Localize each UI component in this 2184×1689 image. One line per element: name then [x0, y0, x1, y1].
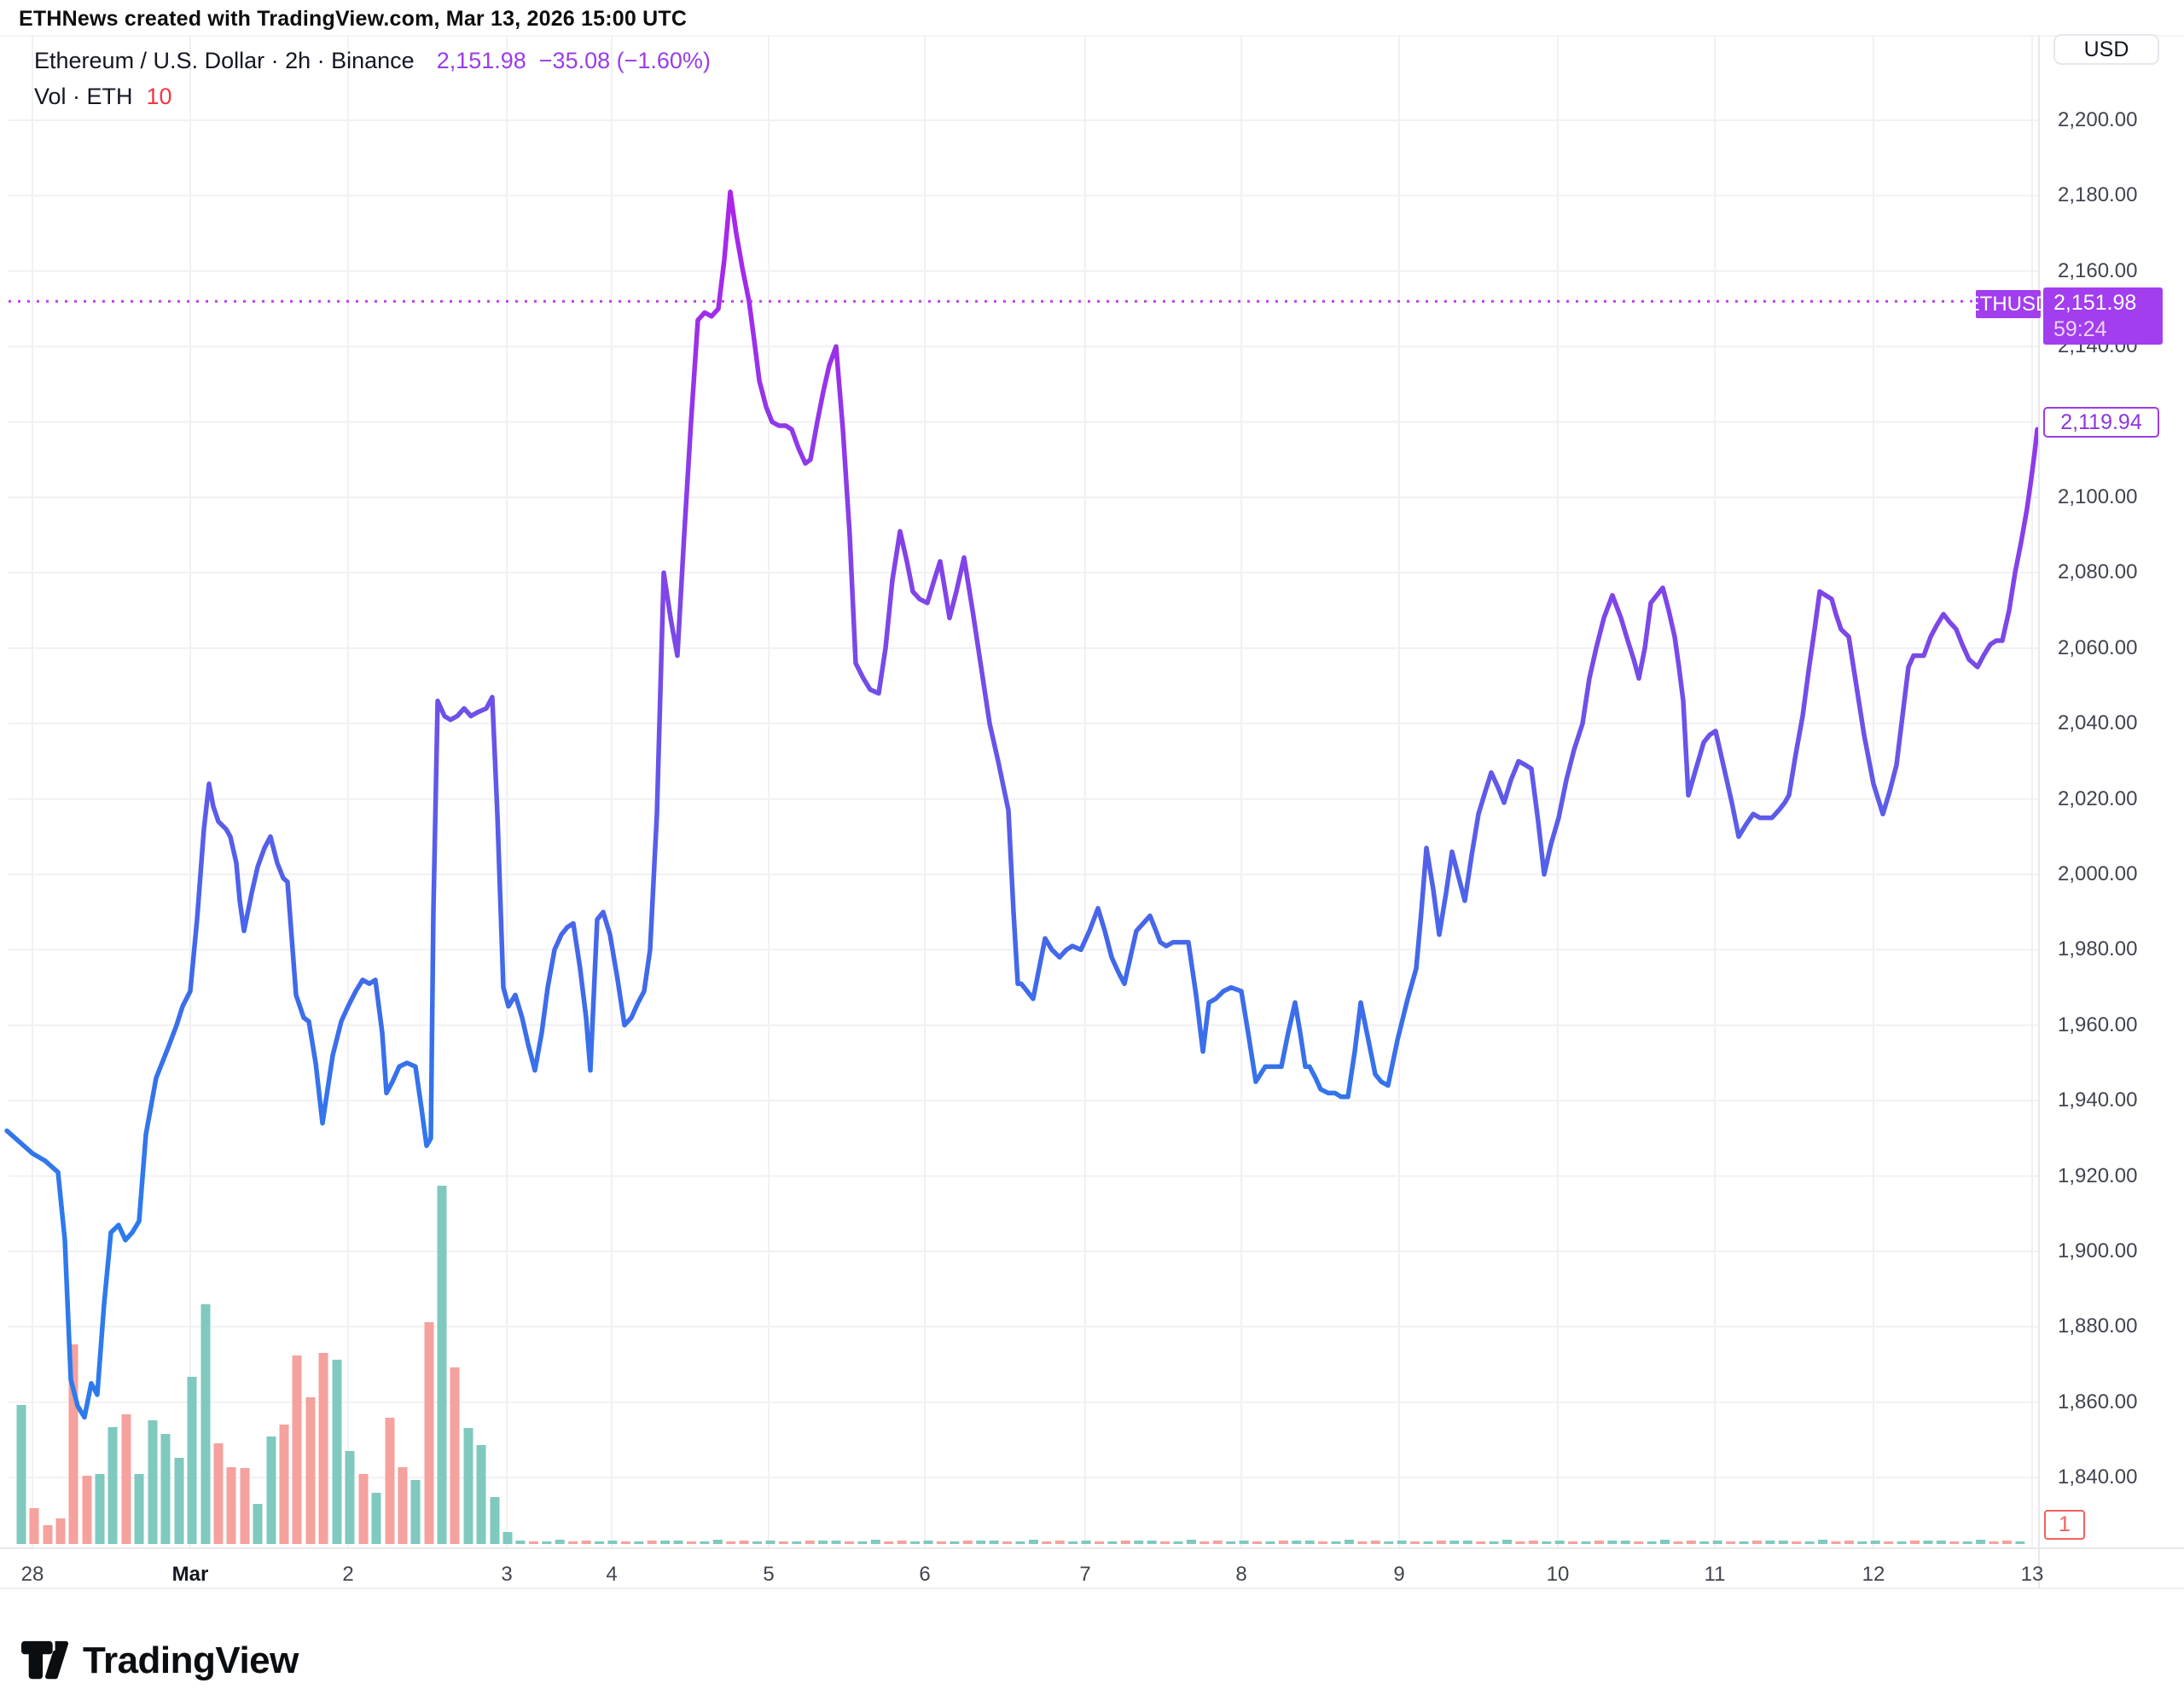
- attribution-text: ETHNews created with TradingView.com, Ma…: [19, 7, 688, 31]
- price-tick-label: 1,880.00: [2058, 1315, 2138, 1338]
- last-price-badge: 2,119.94: [2043, 407, 2159, 438]
- date-tick-label: 11: [1704, 1563, 1726, 1586]
- tradingview-logo[interactable]: TradingView: [21, 1640, 299, 1682]
- date-tick-label: 12: [1862, 1563, 1885, 1586]
- volume-axis-badge: 1: [2044, 1510, 2085, 1540]
- date-tick-label: 3: [501, 1563, 513, 1586]
- price-tick-label: 2,200.00: [2058, 108, 2138, 131]
- date-tick-label: 6: [919, 1563, 931, 1586]
- currency-toggle-button[interactable]: USD: [2053, 34, 2159, 65]
- date-tick-label: 7: [1079, 1563, 1091, 1586]
- price-line-series: [4, 189, 2040, 1420]
- price-tick-label: 2,100.00: [2058, 485, 2138, 508]
- price-tick-label: 1,900.00: [2058, 1239, 2138, 1262]
- volume-legend-label: Vol · ETH: [34, 83, 133, 109]
- price-tick-label: 2,060.00: [2058, 636, 2138, 659]
- tradingview-logo-icon: [21, 1640, 69, 1680]
- current-price-value: 2,151.98: [2053, 290, 2137, 315]
- tradingview-logo-text: TradingView: [83, 1640, 299, 1681]
- price-tick-label: 2,160.00: [2058, 258, 2138, 282]
- price-tick-label: 2,000.00: [2058, 862, 2138, 885]
- date-tick-label: 9: [1393, 1563, 1405, 1586]
- volume-bars: [16, 1186, 2025, 1544]
- chart-legend: Ethereum / U.S. Dollar · 2h · Binance 2,1…: [34, 43, 711, 114]
- date-tick-label: 13: [2020, 1563, 2044, 1586]
- symbol-price-label: ETHUSD: [1966, 290, 2050, 318]
- date-tick-label: 28: [20, 1563, 44, 1586]
- price-tick-label: 1,980.00: [2058, 937, 2138, 961]
- bar-countdown: 59:24: [2053, 316, 2107, 341]
- price-tick-label: 2,020.00: [2058, 786, 2138, 810]
- price-tick-label: 1,940.00: [2058, 1088, 2138, 1112]
- price-tick-label: 1,860.00: [2058, 1390, 2138, 1413]
- date-tick-label: 10: [1546, 1563, 1570, 1586]
- volume-legend-value: 10: [146, 83, 172, 109]
- date-tick-label: 4: [606, 1563, 618, 1586]
- date-tick-label: 2: [342, 1563, 354, 1586]
- symbol-title: Ethereum / U.S. Dollar · 2h · Binance: [34, 47, 415, 73]
- price-tick-label: 2,180.00: [2058, 183, 2138, 207]
- date-tick-label: 5: [763, 1563, 775, 1586]
- price-tick-label: 2,040.00: [2058, 711, 2138, 735]
- price-tick-label: 1,840.00: [2058, 1466, 2138, 1489]
- current-price-badge: 2,151.98 59:24: [2043, 287, 2163, 345]
- price-tick-label: 1,920.00: [2058, 1164, 2138, 1187]
- grid-lines: [9, 36, 2039, 1548]
- price-tick-label: 1,960.00: [2058, 1013, 2138, 1036]
- date-tick-label: 8: [1235, 1563, 1247, 1586]
- price-change-text: 2,151.98 −35.08 (−1.60%): [436, 47, 711, 73]
- date-tick-label: Mar: [171, 1563, 209, 1586]
- price-tick-label: 2,080.00: [2058, 560, 2138, 584]
